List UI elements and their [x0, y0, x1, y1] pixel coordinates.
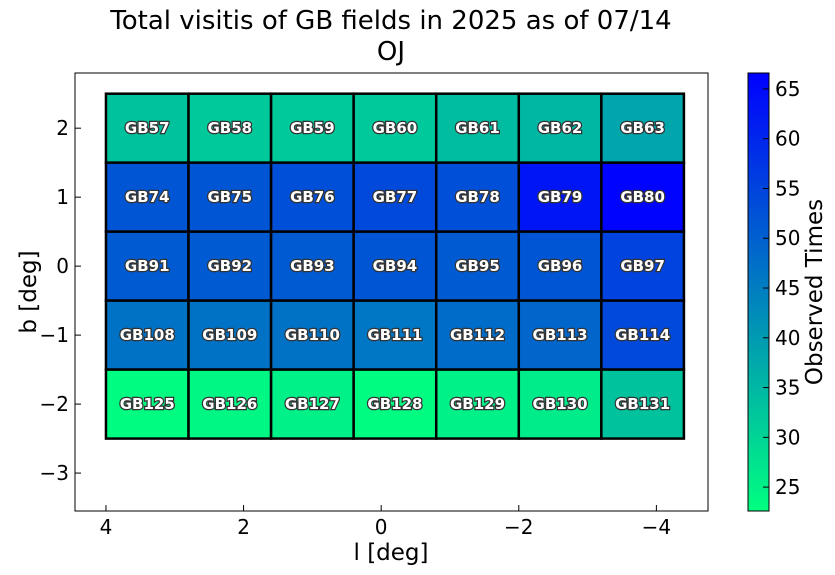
colorbar-tick-label: 55 — [775, 176, 800, 200]
field-label-GB113: GB113 — [533, 326, 588, 344]
x-axis-ticks: 4 2 0 −2 −4 — [100, 505, 671, 539]
colorbar — [747, 72, 770, 512]
field-label-GB61: GB61 — [455, 119, 500, 137]
x-tick-label: 4 — [100, 515, 113, 539]
y-axis-label: b [deg] — [16, 250, 42, 333]
x-tick-label: 2 — [237, 515, 250, 539]
cell-GB62 — [517, 92, 603, 164]
cell-GB61 — [434, 92, 521, 164]
cell-GB63 — [600, 92, 686, 164]
x-axis-label: l [deg] — [354, 540, 429, 566]
field-label-GB77: GB77 — [373, 188, 418, 206]
cell-GB128 — [352, 368, 438, 440]
colorbar-tick-label: 60 — [775, 127, 800, 151]
cell-GB79 — [517, 161, 603, 233]
field-label-GB127: GB127 — [285, 395, 340, 413]
field-label-GB114: GB114 — [615, 326, 670, 344]
field-label-GB79: GB79 — [538, 188, 583, 206]
field-label-GB93: GB93 — [290, 257, 335, 275]
field-label-GB74: GB74 — [125, 188, 170, 206]
cell-GB129 — [434, 368, 521, 440]
y-tick-label: 0 — [56, 254, 69, 278]
chart-title-line1: Total visitis of GB fields in 2025 as of… — [110, 6, 672, 36]
cell-GB131 — [600, 368, 686, 440]
colorbar-tick-label: 45 — [775, 276, 800, 300]
cell-GB94 — [352, 230, 438, 302]
field-label-GB75: GB75 — [207, 188, 252, 206]
cell-GB114 — [600, 299, 686, 371]
cell-GB113 — [517, 299, 603, 371]
field-label-GB128: GB128 — [367, 395, 422, 413]
field-label-GB126: GB126 — [202, 395, 257, 413]
field-label-GB91: GB91 — [125, 257, 170, 275]
field-label-GB80: GB80 — [620, 188, 665, 206]
cell-GB127 — [269, 368, 355, 440]
field-label-GB97: GB97 — [620, 257, 665, 275]
y-tick-label: −1 — [40, 323, 69, 347]
x-tick-label: −2 — [504, 515, 533, 539]
colorbar-tick-label: 25 — [775, 475, 800, 499]
cell-GB126 — [187, 368, 273, 440]
x-tick-label: 0 — [375, 515, 388, 539]
cell-GB76 — [269, 161, 355, 233]
plot-frame — [74, 72, 709, 512]
colorbar-tick-label: 30 — [775, 425, 800, 449]
colorbar-tick-label: 40 — [775, 326, 800, 350]
chart-title-line2: OJ — [376, 37, 406, 67]
field-label-GB112: GB112 — [450, 326, 505, 344]
field-label-GB131: GB131 — [615, 395, 670, 413]
field-label-GB92: GB92 — [207, 257, 252, 275]
field-label-GB109: GB109 — [202, 326, 257, 344]
cell-GB93 — [269, 230, 355, 302]
field-label-GB130: GB130 — [533, 395, 588, 413]
field-label-GB108: GB108 — [120, 326, 175, 344]
field-label-GB57: GB57 — [125, 119, 170, 137]
field-label-GB62: GB62 — [538, 119, 583, 137]
colorbar-tick-label: 35 — [775, 376, 800, 400]
field-label-GB60: GB60 — [373, 119, 418, 137]
cell-GB74 — [104, 161, 190, 233]
field-label-GB59: GB59 — [290, 119, 335, 137]
y-axis-ticks: 2 1 0 −1 −2 −3 — [40, 116, 81, 485]
heatmap-cells — [104, 92, 686, 440]
cell-GB125 — [104, 368, 190, 440]
colorbar-tick-label: 50 — [775, 226, 800, 250]
y-tick-label: −3 — [40, 461, 69, 485]
cell-GB78 — [434, 161, 521, 233]
field-label-GB111: GB111 — [367, 326, 422, 344]
y-tick-label: −2 — [40, 392, 69, 416]
field-label-GB78: GB78 — [455, 188, 500, 206]
field-label-GB129: GB129 — [450, 395, 505, 413]
field-labels: GB57 GB58 GB59 GB60 GB61 GB62 GB63 GB74 GB75 GB76… — [118, 118, 671, 414]
field-label-GB94: GB94 — [373, 257, 418, 275]
cell-GB80 — [600, 161, 686, 233]
cell-GB109 — [187, 299, 273, 371]
field-label-GB76: GB76 — [290, 188, 335, 206]
colorbar-ticks: 25 30 35 40 45 50 55 60 65 — [763, 77, 800, 499]
field-label-GB63: GB63 — [620, 119, 665, 137]
field-label-GB58: GB58 — [207, 119, 252, 137]
field-label-GB110: GB110 — [285, 326, 340, 344]
field-label-GB95: GB95 — [455, 257, 500, 275]
colorbar-label: Observed Times — [802, 199, 828, 385]
x-tick-label: −4 — [642, 515, 671, 539]
cell-GB110 — [269, 299, 355, 371]
colorbar-tick-label: 65 — [775, 77, 800, 101]
field-label-GB125: GB125 — [120, 395, 175, 413]
field-label-GB96: GB96 — [538, 257, 583, 275]
y-tick-label: 1 — [56, 185, 69, 209]
cell-GB97 — [600, 230, 686, 302]
y-tick-label: 2 — [56, 116, 69, 140]
